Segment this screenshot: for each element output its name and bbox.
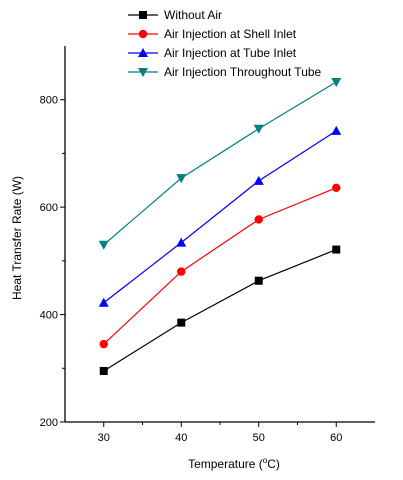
series-line — [103, 187, 337, 345]
plot-area: 200 400 600 800 30 40 50 60 — [40, 46, 375, 444]
x-axis-label: Temperature (oC) — [188, 456, 280, 471]
marker-circle — [254, 215, 263, 224]
series-group — [98, 77, 342, 375]
marker-circle — [332, 183, 341, 193]
legend-item: Air Injection at Shell Inlet — [128, 27, 297, 41]
marker-triangle-down — [331, 77, 342, 87]
series-without-air — [99, 245, 341, 375]
legend-label: Air Injection at Shell Inlet — [164, 27, 297, 41]
y-tick-label: 800 — [40, 95, 58, 107]
marker-triangle-up — [138, 48, 148, 57]
legend-label: Air Injection Throughout Tube — [164, 65, 322, 79]
series-air-injection-throughout-tube — [98, 77, 342, 250]
marker-square — [99, 366, 108, 375]
y-tick-label: 200 — [40, 417, 58, 429]
marker-circle — [138, 29, 148, 39]
legend: Without Air Air Injection at Shell Inlet A… — [128, 8, 322, 79]
marker-triangle-up — [98, 297, 109, 307]
legend-label: Air Injection at Tube Inlet — [164, 46, 297, 60]
marker-square — [254, 276, 263, 285]
x-ticks: 30 40 50 60 — [98, 422, 342, 444]
series-line — [103, 81, 337, 246]
x-tick-label: 50 — [253, 432, 265, 444]
legend-item: Air Injection at Tube Inlet — [128, 46, 297, 60]
marker-circle — [177, 267, 186, 276]
marker-triangle-up — [176, 237, 187, 247]
series-air-injection-at-tube-inlet — [98, 125, 342, 307]
y-ticks: 200 400 600 800 — [40, 95, 65, 429]
y-axis-label: Heat Transfer Rate (W) — [10, 176, 24, 300]
marker-circle — [99, 339, 108, 349]
legend-item: Without Air — [128, 8, 222, 22]
x-axis-label-superscript: o — [263, 456, 268, 465]
series-line — [103, 249, 337, 372]
legend-item: Air Injection Throughout Tube — [128, 65, 322, 79]
x-axis-label-main: Temperature ( — [188, 457, 263, 471]
series-air-injection-at-shell-inlet — [99, 183, 341, 349]
marker-triangle-down — [98, 240, 109, 250]
marker-square — [177, 318, 186, 327]
marker-triangle-down — [253, 124, 264, 134]
x-tick-label: 30 — [98, 432, 110, 444]
marker-triangle-up — [331, 125, 342, 135]
marker-triangle-up — [253, 175, 264, 185]
series-line — [103, 130, 337, 304]
marker-triangle-down — [138, 68, 148, 77]
marker-triangle-down — [176, 174, 187, 184]
marker-square — [139, 11, 147, 19]
x-tick-label: 40 — [175, 432, 187, 444]
y-tick-label: 600 — [40, 202, 58, 214]
marker-square — [332, 245, 341, 254]
x-axis-label-end: C) — [267, 457, 280, 471]
x-tick-label: 60 — [330, 432, 342, 444]
y-tick-label: 400 — [40, 310, 58, 322]
legend-label: Without Air — [164, 8, 222, 22]
